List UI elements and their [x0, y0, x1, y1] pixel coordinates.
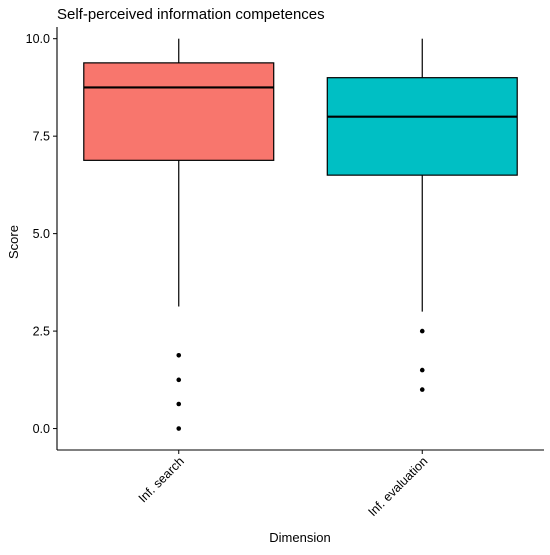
y-tick-label: 0.0 — [33, 422, 50, 436]
x-tick-label: Inf. evaluation — [365, 454, 430, 519]
outlier-point — [176, 401, 182, 407]
box-group — [83, 38, 275, 431]
y-axis-title: Score — [6, 225, 21, 259]
y-tick-label: 10.0 — [26, 32, 50, 46]
outlier-point — [419, 367, 425, 373]
outlier-point — [176, 426, 182, 431]
x-tick-label: Inf. search — [136, 454, 187, 505]
y-tick-label: 2.5 — [33, 325, 50, 339]
outlier-point — [419, 387, 425, 392]
y-tick-label: 7.5 — [33, 130, 50, 144]
outlier-point — [419, 328, 425, 334]
outlier-point — [176, 352, 182, 358]
iqr-box — [326, 77, 518, 176]
iqr-box — [83, 62, 275, 161]
outlier-point — [176, 377, 182, 383]
y-tick-label: 5.0 — [33, 227, 50, 241]
chart-title: Self-perceived information competences — [57, 6, 325, 23]
box-group — [326, 38, 518, 392]
x-axis-title: Dimension — [269, 530, 330, 545]
